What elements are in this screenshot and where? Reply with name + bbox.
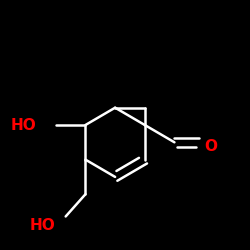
- Text: HO: HO: [29, 218, 55, 232]
- Text: HO: HO: [11, 118, 36, 132]
- Text: O: O: [204, 138, 217, 154]
